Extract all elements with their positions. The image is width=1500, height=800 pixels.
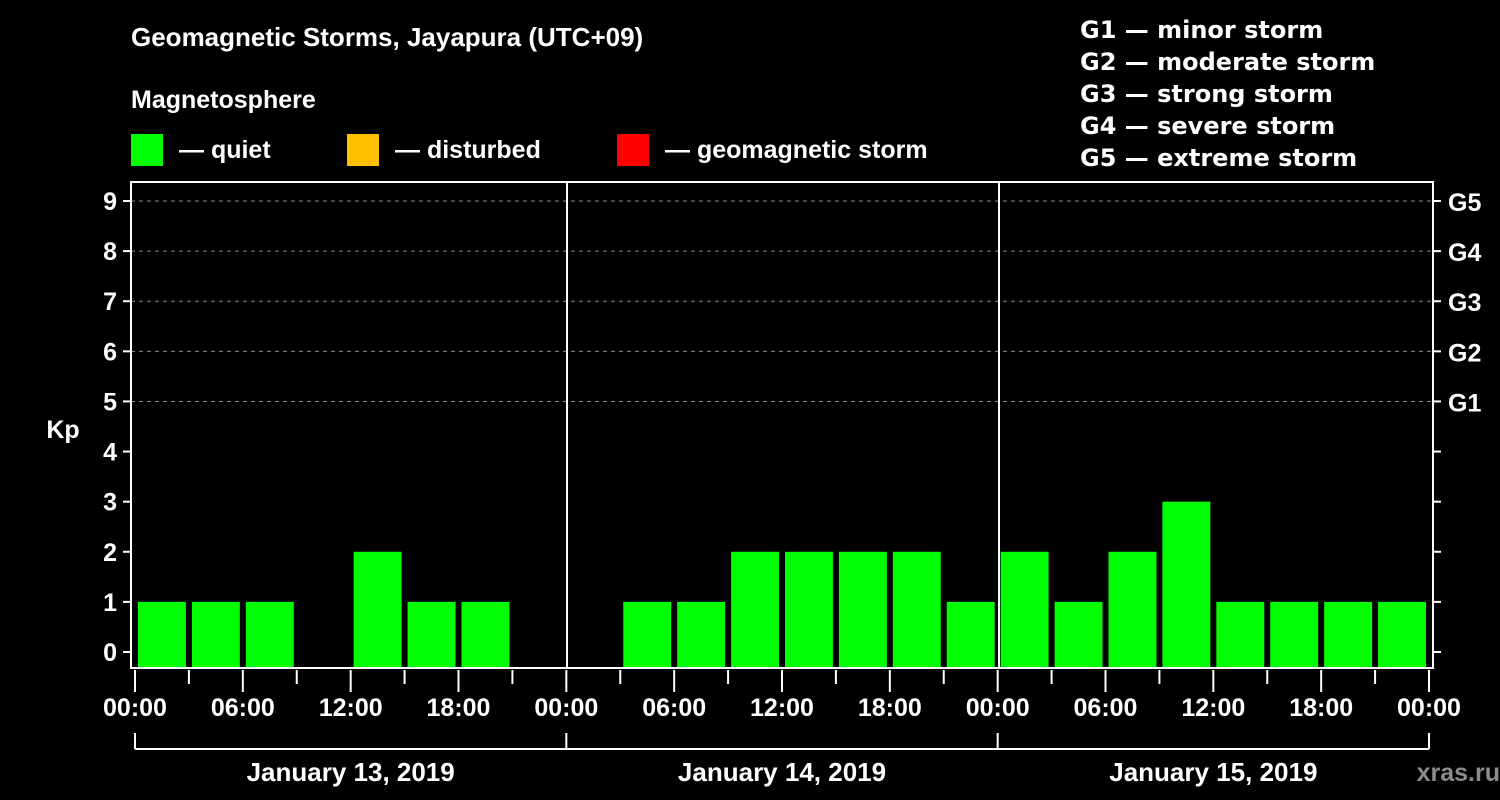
kp-bar (838, 551, 887, 667)
g-scale-g2: G2 — moderate storm (1080, 48, 1376, 76)
kp-bar (946, 601, 995, 667)
plot-frame (130, 181, 1434, 669)
kp-bar (1108, 551, 1157, 667)
bars (138, 501, 1426, 667)
kp-bar (623, 601, 672, 667)
x-tick-label: 12:00 (1181, 694, 1245, 722)
x-tick-label: 00:00 (1397, 694, 1461, 722)
legend-storm: — geomagnetic storm (617, 134, 928, 166)
g-scale-g4: G4 — severe storm (1080, 112, 1336, 140)
legend-label-quiet: — quiet (179, 135, 271, 164)
grid-lines (131, 200, 1433, 402)
day-label: January 15, 2019 (1109, 757, 1317, 787)
g-scale-g3: G3 — strong storm (1080, 80, 1333, 108)
y-tick-label: 1 (103, 589, 117, 617)
x-tick-label: 12:00 (319, 694, 383, 722)
kp-bar (892, 551, 941, 667)
day-label: January 14, 2019 (678, 757, 886, 787)
g-level-label: G5 (1448, 189, 1481, 217)
watermark: xras.ru (1417, 759, 1500, 787)
x-tick-label: 12:00 (750, 694, 814, 722)
kp-bar (731, 551, 779, 667)
kp-bar (1216, 601, 1265, 667)
y-tick-label: 4 (103, 439, 117, 467)
kp-bar (138, 601, 186, 667)
kp-bar (1054, 601, 1103, 667)
kp-bar (1270, 601, 1319, 667)
kp-bar (785, 551, 833, 667)
legend-label-storm: — geomagnetic storm (665, 135, 928, 164)
legend-disturbed: — disturbed (347, 134, 541, 166)
day-label: January 13, 2019 (247, 757, 455, 787)
x-tick-label: 18:00 (858, 694, 922, 722)
x-tick-label: 06:00 (642, 694, 706, 722)
chart-title: Geomagnetic Storms, Jayapura (UTC+09) (131, 22, 644, 52)
g-scale-g5: G5 — extreme storm (1080, 144, 1358, 172)
g-scale-legend: G1 — minor storm G2 — moderate storm G3 … (1080, 14, 1375, 174)
y-tick-label: 5 (103, 388, 117, 416)
y-tick-label: 9 (103, 188, 117, 216)
x-tick-label: 18:00 (427, 694, 491, 722)
y-tick-label: 7 (103, 288, 117, 316)
kp-bar (1378, 601, 1426, 667)
x-tick-label: 06:00 (211, 694, 275, 722)
x-tick-label: 00:00 (534, 694, 598, 722)
axes: 0 1 2 3 4 5 6 7 8 9 G1 G2 G3 G4 G5 00:00 06:00 12:00 18:00… (103, 181, 1481, 787)
y-tick-label: 6 (103, 338, 117, 366)
g-level-label: G2 (1448, 339, 1481, 367)
y-tick-label: 2 (103, 539, 117, 567)
kp-bar (461, 601, 510, 667)
kp-bar (1162, 501, 1211, 667)
g-level-label: G4 (1448, 239, 1481, 267)
y-tick-label: 0 (103, 639, 117, 667)
legend-swatch-storm (617, 134, 649, 166)
kp-bar (245, 601, 294, 667)
y-tick-label: 8 (103, 238, 117, 266)
g-scale-g1: G1 — minor storm (1080, 16, 1324, 44)
kp-bar (677, 601, 726, 667)
legend-quiet: — quiet (131, 134, 271, 166)
legend-swatch-disturbed (347, 134, 379, 166)
chart-subtitle: Magnetosphere (131, 86, 316, 114)
y-tick-label: 3 (103, 489, 117, 517)
kp-bar (1000, 551, 1049, 667)
x-tick-label: 06:00 (1074, 694, 1138, 722)
kp-bar (407, 601, 456, 667)
kp-bar (353, 551, 402, 667)
x-tick-label: 00:00 (966, 694, 1030, 722)
x-tick-label: 00:00 (103, 694, 167, 722)
y-axis-label: Kp (46, 416, 79, 444)
g-level-label: G3 (1448, 289, 1481, 317)
legend-label-disturbed: — disturbed (395, 135, 541, 164)
kp-bar (191, 601, 240, 667)
legend-swatch-quiet (131, 134, 163, 166)
x-tick-label: 18:00 (1289, 694, 1353, 722)
kp-bar (1324, 601, 1373, 667)
g-level-label: G1 (1448, 389, 1481, 417)
